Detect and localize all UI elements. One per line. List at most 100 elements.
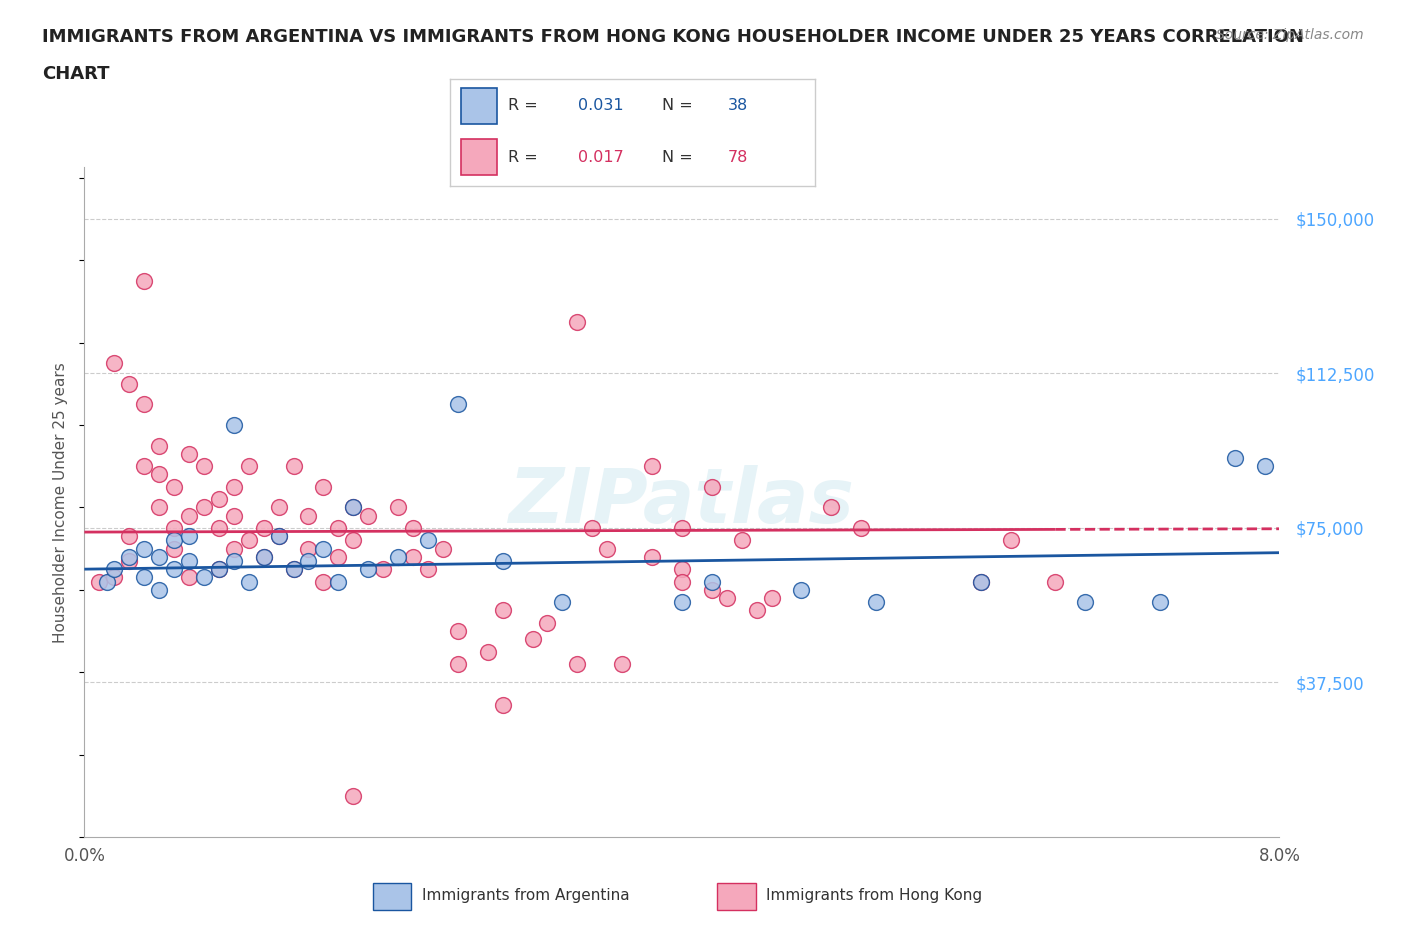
- Point: [103, 562, 125, 577]
- Point: [371, 562, 394, 577]
- Point: [267, 500, 290, 515]
- Point: [716, 591, 738, 605]
- Point: [1074, 594, 1097, 609]
- Point: [745, 603, 768, 618]
- Point: [222, 553, 245, 568]
- Point: [208, 521, 231, 536]
- Point: [447, 657, 470, 671]
- Point: [208, 492, 231, 507]
- Point: [342, 789, 364, 804]
- Text: Source: ZipAtlas.com: Source: ZipAtlas.com: [1216, 28, 1364, 42]
- Point: [492, 603, 515, 618]
- Text: R =: R =: [509, 99, 543, 113]
- Point: [387, 500, 409, 515]
- Point: [477, 644, 499, 659]
- Point: [641, 550, 664, 565]
- Point: [208, 562, 231, 577]
- Point: [177, 529, 200, 544]
- Text: N =: N =: [662, 150, 697, 165]
- Point: [163, 521, 186, 536]
- Point: [163, 541, 186, 556]
- Point: [731, 533, 754, 548]
- Text: IMMIGRANTS FROM ARGENTINA VS IMMIGRANTS FROM HONG KONG HOUSEHOLDER INCOME UNDER : IMMIGRANTS FROM ARGENTINA VS IMMIGRANTS …: [42, 28, 1303, 46]
- Point: [581, 521, 603, 536]
- Point: [177, 508, 200, 523]
- Point: [267, 529, 290, 544]
- Point: [238, 574, 260, 589]
- Point: [163, 562, 186, 577]
- Point: [387, 550, 409, 565]
- Point: [447, 623, 470, 638]
- Point: [193, 570, 215, 585]
- Point: [416, 562, 439, 577]
- Point: [148, 582, 170, 597]
- Point: [328, 521, 350, 536]
- Point: [312, 574, 335, 589]
- Point: [118, 550, 141, 565]
- Point: [312, 541, 335, 556]
- Point: [132, 397, 156, 412]
- Point: [328, 550, 350, 565]
- Point: [522, 631, 544, 646]
- Point: [357, 562, 380, 577]
- Point: [342, 500, 364, 515]
- Point: [402, 521, 425, 536]
- Point: [177, 446, 200, 461]
- Point: [132, 273, 156, 288]
- Text: 0.017: 0.017: [578, 150, 624, 165]
- Point: [148, 500, 170, 515]
- Text: Immigrants from Argentina: Immigrants from Argentina: [422, 887, 630, 903]
- Point: [610, 657, 633, 671]
- Point: [700, 574, 723, 589]
- Point: [222, 479, 245, 494]
- Point: [700, 479, 723, 494]
- Point: [1045, 574, 1067, 589]
- Point: [1149, 594, 1171, 609]
- Point: [238, 533, 260, 548]
- Point: [267, 529, 290, 544]
- Point: [177, 553, 200, 568]
- Point: [671, 594, 693, 609]
- Point: [253, 550, 276, 565]
- Point: [222, 508, 245, 523]
- Point: [536, 616, 558, 631]
- Point: [551, 594, 574, 609]
- Point: [342, 500, 364, 515]
- Point: [163, 533, 186, 548]
- Point: [132, 458, 156, 473]
- Y-axis label: Householder Income Under 25 years: Householder Income Under 25 years: [53, 362, 69, 643]
- Text: ZIPatlas: ZIPatlas: [509, 465, 855, 539]
- Point: [328, 574, 350, 589]
- Point: [1223, 450, 1246, 465]
- Point: [177, 570, 200, 585]
- Text: R =: R =: [509, 150, 543, 165]
- Point: [567, 657, 589, 671]
- Point: [357, 508, 380, 523]
- Point: [283, 562, 305, 577]
- Point: [342, 533, 364, 548]
- Point: [253, 521, 276, 536]
- Point: [193, 458, 215, 473]
- Point: [148, 467, 170, 482]
- FancyBboxPatch shape: [373, 883, 412, 910]
- Point: [416, 533, 439, 548]
- Point: [89, 574, 111, 589]
- Point: [103, 570, 125, 585]
- Point: [222, 541, 245, 556]
- FancyBboxPatch shape: [461, 87, 498, 124]
- Point: [118, 529, 141, 544]
- Point: [447, 397, 470, 412]
- Text: 0.031: 0.031: [578, 99, 623, 113]
- Point: [148, 550, 170, 565]
- Point: [297, 508, 319, 523]
- Point: [641, 458, 664, 473]
- Point: [596, 541, 619, 556]
- Point: [432, 541, 454, 556]
- Point: [118, 377, 141, 392]
- Point: [761, 591, 783, 605]
- Point: [790, 582, 813, 597]
- Point: [222, 418, 245, 432]
- Point: [671, 574, 693, 589]
- Point: [700, 582, 723, 597]
- Point: [148, 438, 170, 453]
